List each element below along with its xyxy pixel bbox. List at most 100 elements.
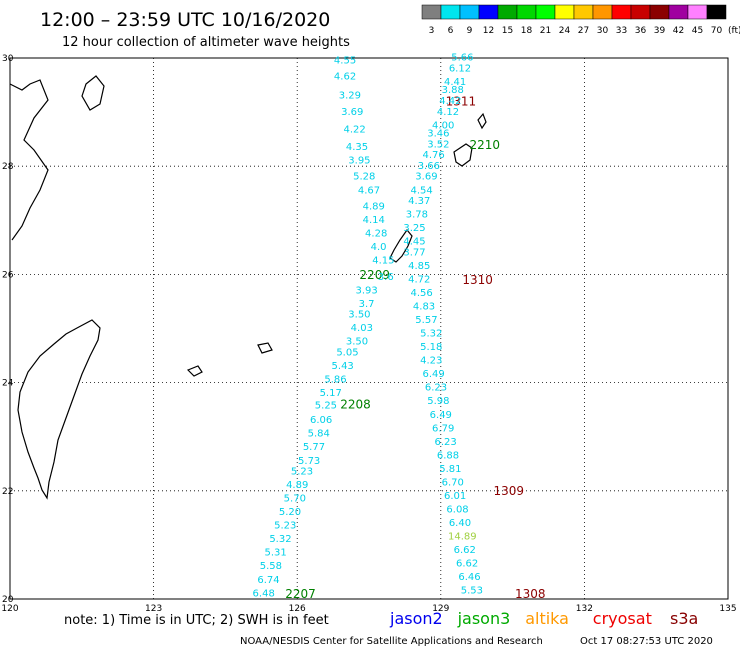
wave-height-value: 5.81 xyxy=(439,464,461,475)
x-tick-label: 132 xyxy=(576,604,593,614)
colorbar-label: 33 xyxy=(616,26,627,36)
colorbar-swatch xyxy=(421,4,442,20)
satellite-legend-item: s3a xyxy=(670,609,698,628)
wave-height-value: 3.29 xyxy=(339,91,361,102)
colorbar-swatch xyxy=(535,4,556,20)
wave-height-value: 5.20 xyxy=(279,507,301,518)
wave-height-value: 4.35 xyxy=(346,142,368,153)
colorbar-label: 18 xyxy=(521,26,533,36)
wave-height-value: 5.66 xyxy=(451,53,473,64)
track-pass-label: 2209 xyxy=(359,268,390,282)
wave-height-value: 5.05 xyxy=(336,348,358,359)
wave-height-value: 6.12 xyxy=(449,64,471,75)
wave-height-value: 5.32 xyxy=(420,329,442,340)
wave-height-value: 4.23 xyxy=(420,356,442,367)
satellite-legend-item: altika xyxy=(525,609,569,628)
colorbar-swatch xyxy=(459,4,480,20)
wave-height-value: 6.01 xyxy=(444,491,466,502)
wave-height-value: 5.77 xyxy=(303,442,325,453)
colorbar-label: 3 xyxy=(429,26,435,36)
wave-height-value: 6.23 xyxy=(425,383,447,394)
wave-height-value: 4.12 xyxy=(437,107,459,118)
wave-height-value: 3.7 xyxy=(359,299,375,310)
colorbar-swatch xyxy=(497,4,518,20)
colorbar-swatch xyxy=(592,4,613,20)
x-tick-label: 135 xyxy=(719,604,736,614)
chart-subtitle: 12 hour collection of altimeter wave hei… xyxy=(62,35,350,50)
track-pass-label: 2208 xyxy=(340,398,371,412)
wave-height-value: 6.79 xyxy=(432,423,454,434)
wave-height-value: 5.73 xyxy=(298,456,320,467)
track-pass-label: 2210 xyxy=(470,138,501,152)
track-pass-label: 1309 xyxy=(493,484,524,498)
wave-height-value: 5.43 xyxy=(332,361,354,372)
wave-height-value: 4.62 xyxy=(334,72,356,83)
okinawa-island xyxy=(389,229,413,263)
wave-height-value: 3.69 xyxy=(341,107,363,118)
wave-height-value: 5.86 xyxy=(324,375,346,386)
coast-china xyxy=(9,79,49,241)
wave-height-value: 5.23 xyxy=(291,467,313,478)
wave-height-value: 4.0 xyxy=(371,242,387,253)
satellite-legend-item: cryosat xyxy=(593,609,652,628)
wave-height-value: 4.42 xyxy=(439,96,461,107)
plot-frame xyxy=(9,57,729,600)
footer-timestamp: Oct 17 08:27:53 UTC 2020 xyxy=(580,636,713,647)
wave-height-value: 14.89 xyxy=(448,531,477,542)
track-pass-label: 1310 xyxy=(462,273,493,287)
footer-note: note: 1) Time is in UTC; 2) SWH is in fe… xyxy=(64,613,329,628)
y-tick-label: 20 xyxy=(2,595,14,605)
wave-height-value: 3.52 xyxy=(427,139,449,150)
wave-height-value: 4.56 xyxy=(411,288,433,299)
y-tick-label: 26 xyxy=(2,270,14,280)
wave-height-value: 6.48 xyxy=(253,588,275,599)
wave-height-value: 4.76 xyxy=(422,150,444,161)
colorbar-swatch xyxy=(649,4,670,20)
colorbar-swatch xyxy=(573,4,594,20)
wave-height-value: 5.57 xyxy=(415,315,437,326)
wave-height-value: 6.40 xyxy=(449,518,471,529)
coast-islands xyxy=(81,75,105,111)
colorbar-label: 24 xyxy=(559,26,571,36)
wave-height-value: 4.41 xyxy=(444,77,466,88)
wave-height-value: 4.00 xyxy=(432,120,454,131)
wave-height-value: 5.23 xyxy=(274,521,296,532)
satellite-legend-item: jason2 xyxy=(389,609,443,628)
wave-height-value: 5.70 xyxy=(284,494,306,505)
wave-height-value: 3.25 xyxy=(403,223,425,234)
wave-height-value: 4.72 xyxy=(408,275,430,286)
wave-height-value: 5.28 xyxy=(353,172,375,183)
colorbar-label: 12 xyxy=(483,26,494,36)
colorbar-label: 36 xyxy=(635,26,647,36)
wave-height-value: 4.55 xyxy=(334,55,356,66)
x-tick-label: 129 xyxy=(432,604,449,614)
ishigaki-island xyxy=(186,365,203,377)
wave-height-value: 4.03 xyxy=(351,323,373,334)
wave-height-value: 6.62 xyxy=(454,545,476,556)
wave-height-value: 6.08 xyxy=(446,504,468,515)
wave-height-value: 5.58 xyxy=(260,561,282,572)
wave-height-value: 4.37 xyxy=(408,196,430,207)
track-pass-label: 2207 xyxy=(285,587,316,601)
x-tick-label: 126 xyxy=(289,604,306,614)
wave-height-value: 5.31 xyxy=(265,548,287,559)
wave-height-value: 6.23 xyxy=(434,437,456,448)
colorbar-label: 45 xyxy=(692,26,703,36)
miyako-island xyxy=(257,342,273,354)
colorbar-swatch xyxy=(706,4,727,20)
wave-height-value: 3.69 xyxy=(415,172,437,183)
wave-height-value: 6.74 xyxy=(257,575,279,586)
x-tick-labels: 120 123 126 129 132 135 xyxy=(1,604,736,614)
colorbar-label: 9 xyxy=(467,26,473,36)
wave-height-value: 3.6 xyxy=(378,272,394,283)
wave-height-value: 3.50 xyxy=(348,310,370,321)
wave-height-value: 4.85 xyxy=(408,261,430,272)
wave-height-value: 6.88 xyxy=(437,450,459,461)
wave-height-value: 5.25 xyxy=(315,401,337,412)
wave-height-value: 4.54 xyxy=(411,185,433,196)
colorbar-label: 6 xyxy=(448,26,454,36)
colorbar-label: 42 xyxy=(673,26,684,36)
colorbar-swatch xyxy=(440,4,461,20)
y-tick-label: 28 xyxy=(2,162,14,172)
wave-height-value: 5.18 xyxy=(420,342,442,353)
